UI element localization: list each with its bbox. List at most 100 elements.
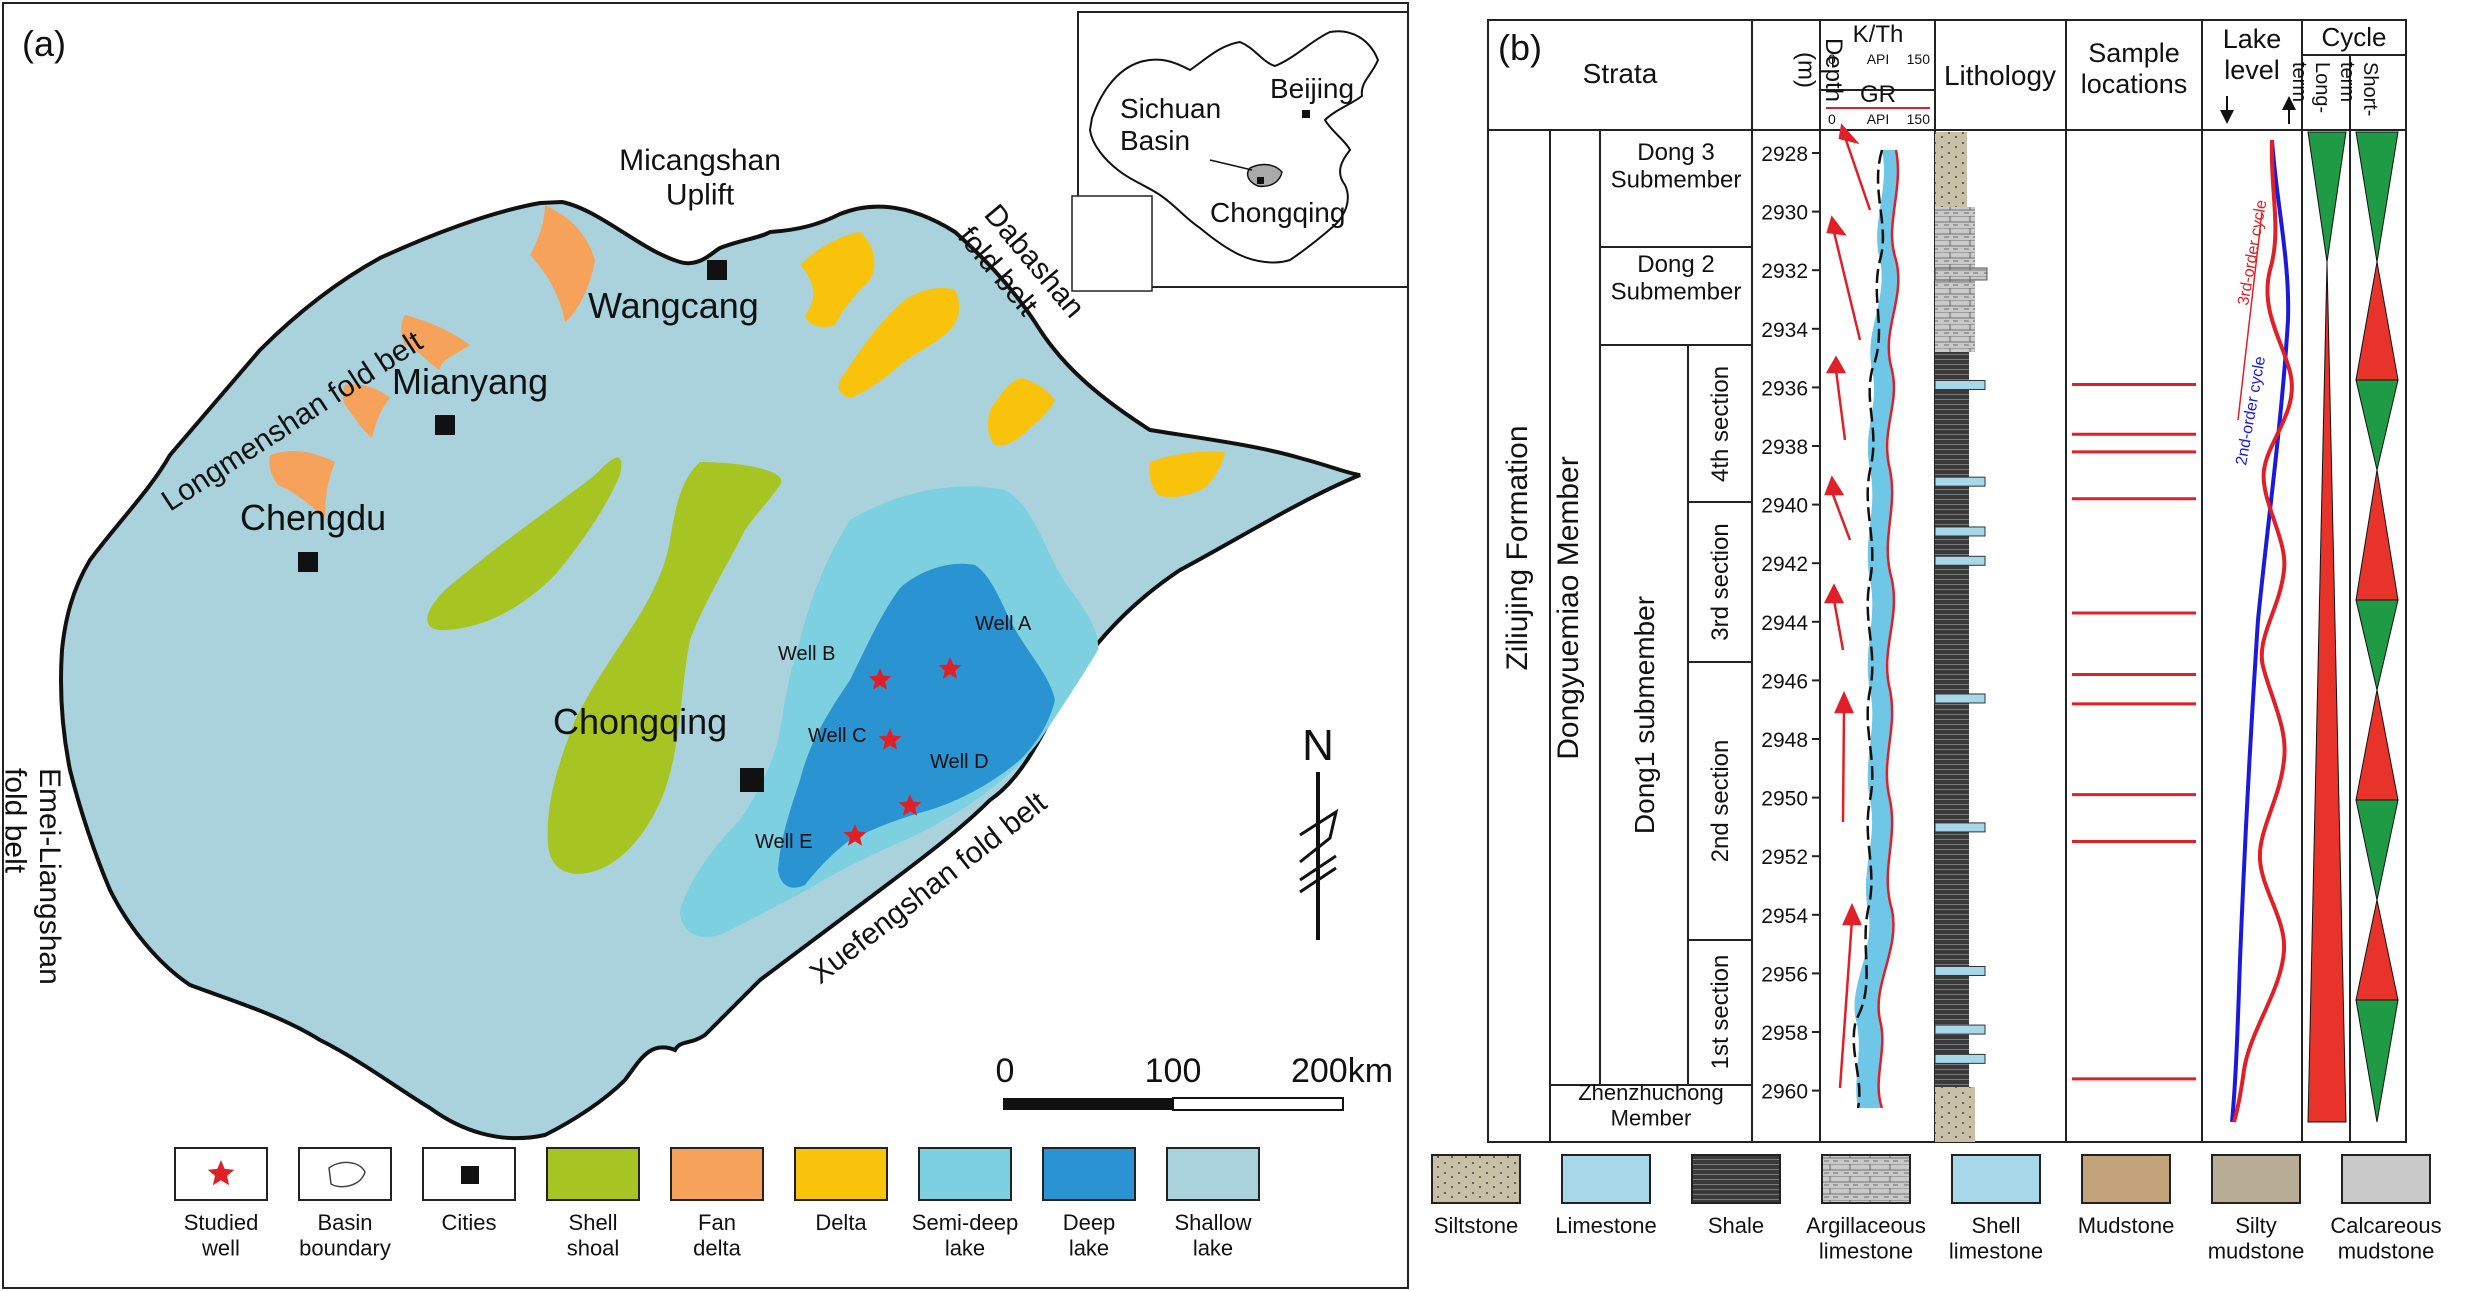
delta-2 (838, 288, 960, 398)
strata-dong1: Dong1 submember (1629, 596, 1660, 834)
long-term-green (2307, 131, 2347, 263)
sichuan-basin-inset (1246, 163, 1283, 188)
depth-tick-label: 2960 (1761, 1081, 1808, 1104)
strata-zhenzhuchong: Zhenzhuchong Member (1578, 1080, 1724, 1130)
inset-sichuan-label: Sichuan Basin (1120, 93, 1221, 156)
strata-sec2: 2nd section (1707, 740, 1734, 863)
well-marker (843, 824, 867, 846)
label-chongqing: Chongqing (553, 701, 727, 742)
fan-delta-2 (401, 315, 470, 370)
third-order-curve (2232, 139, 2294, 1123)
inset-china-map: Beijing Sichuan Basin Chongqing (1071, 11, 1409, 292)
header-depth: Depth(m) (1792, 38, 1847, 102)
legend-label: Fan delta (693, 1210, 741, 1260)
depth-tick-label: 2948 (1761, 729, 1808, 752)
depth-tick-label: 2950 (1761, 788, 1808, 811)
depth-tick-label: 2938 (1761, 436, 1808, 459)
lithology-swatch (1951, 1154, 2041, 1204)
short-term-cycles (2355, 131, 2399, 1123)
label-wangcang: Wangcang (588, 285, 759, 326)
delta-4 (1149, 451, 1225, 498)
short-cycle-green (2355, 599, 2399, 691)
lithology-swatch (1431, 1154, 1521, 1204)
depth-tick-label: 2930 (1761, 202, 1808, 225)
city-chongqing-marker (740, 768, 764, 792)
north-arrow: N (1299, 721, 1339, 940)
short-cycle-red (2355, 469, 2399, 601)
lithology-legend-label: Shell limestone (1949, 1213, 2043, 1263)
sample-locations (2072, 382, 2196, 1081)
panel-a-label: (a) (22, 23, 66, 64)
legend-swatch (422, 1147, 516, 1201)
legend-swatch (1166, 1147, 1260, 1201)
label-micangshan: Micangshan Uplift (619, 144, 781, 212)
header-lake-level: Lake level (2223, 24, 2282, 85)
strata-formation: Ziliujing Formation (1501, 425, 1534, 670)
lithology-legend-label: Shale (1708, 1213, 1764, 1238)
depth-tick-label: 2932 (1761, 260, 1808, 283)
shell-limestone-bed (1934, 693, 1986, 704)
scale-label-0: 0 (996, 1052, 1015, 1090)
strata-dong2: Dong 2 Submember (1611, 251, 1742, 306)
legend-label: Shallow lake (1174, 1210, 1251, 1260)
well-label: Well E (755, 831, 812, 853)
shell-limestone-bed (1934, 1053, 1986, 1064)
header-kth: K/Th (1853, 21, 1904, 48)
long-term-red (2307, 261, 2347, 1123)
header-kth-scale-max: 150 (1907, 51, 1931, 67)
china-outline (1088, 30, 1380, 264)
depth-tick-label: 2952 (1761, 846, 1808, 869)
short-cycle-green (2355, 999, 2399, 1123)
lithology-legend-label: Silty mudstone (2208, 1213, 2305, 1263)
lithology-column (1934, 132, 1988, 1142)
strata-sec4: 4th section (1707, 366, 1734, 482)
legend-label: Basin boundary (299, 1210, 391, 1260)
depth-tick-label: 2928 (1761, 143, 1808, 166)
scale-label-100: 100 (1145, 1052, 1202, 1090)
short-cycle-red (2355, 899, 2399, 1001)
shell-limestone-bed (1934, 555, 1986, 566)
gr-curve (1877, 149, 1900, 1109)
depth-axis: 2928 2930 2932 2934 2936 2938 2940 2942 2944 2946… (1761, 143, 1820, 1104)
shell-limestone-bed (1934, 965, 1986, 976)
legend-swatch (794, 1147, 888, 1201)
sichuan-basin-outline (58, 199, 1361, 1141)
lithology-swatch (2341, 1154, 2431, 1204)
strata-dong3: Dong 3 Submember (1611, 139, 1742, 194)
fan-delta-4 (269, 450, 335, 518)
short-cycle-green (2355, 799, 2399, 901)
legend-label: Cities (441, 1210, 496, 1235)
depth-tick-label: 2936 (1761, 377, 1808, 400)
city-mianyang-marker (435, 415, 455, 435)
panel-a-map: (a) Micangshan Uplift Wangcang Mianyang C… (0, 2, 1409, 1289)
well-marker (938, 657, 962, 679)
city-wangcang-marker (707, 260, 727, 280)
header-gr-scale-min: 0 (1828, 111, 1836, 127)
header-strata: Strata (1583, 58, 1658, 89)
strata-member: Dongyuemiao Member (1552, 456, 1585, 759)
legend-swatch (918, 1147, 1012, 1201)
legend-label: Semi-deep lake (912, 1210, 1018, 1260)
lithology-legend-label: Mudstone (2078, 1213, 2175, 1238)
depth-tick-label: 2934 (1761, 319, 1808, 342)
short-cycle-red (2355, 261, 2399, 381)
shell-limestone-bed (1934, 1024, 1986, 1035)
inset-chongqing-label: Chongqing (1210, 197, 1345, 228)
well-marker (878, 728, 902, 750)
legend-square-icon (461, 1166, 479, 1184)
strata-sec1: 1st section (1707, 955, 1734, 1070)
label-mianyang: Mianyang (392, 361, 548, 402)
legend-a: Studied well Basin boundary Cities Shell shoal… (174, 1147, 1260, 1260)
short-cycle-green (2355, 379, 2399, 471)
deep-lake (778, 563, 1055, 888)
depth-tick-label: 2956 (1761, 963, 1808, 986)
well-label: Well B (778, 643, 835, 665)
header-long-term: Long-term (2288, 62, 2333, 113)
inset-beijing-label: Beijing (1270, 73, 1354, 104)
legend-swatch (546, 1147, 640, 1201)
shell-limestone-bed (1934, 822, 1986, 833)
depth-tick-label: 2940 (1761, 495, 1808, 518)
header-samples: Sample locations (2081, 38, 2188, 99)
inset-chongqing-marker (1257, 177, 1264, 184)
